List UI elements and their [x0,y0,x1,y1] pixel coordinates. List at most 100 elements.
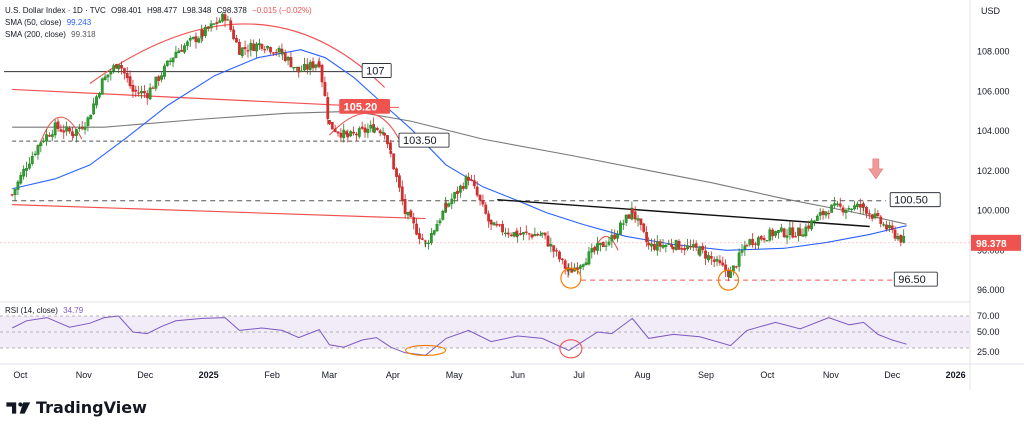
candle-body [698,246,702,256]
x-tick-label: Oct [13,370,28,380]
candle-body [19,175,23,184]
last-price-badge [971,234,1021,251]
candle-body [756,237,760,246]
candle-body [748,239,752,245]
candle-body [885,224,888,230]
candle-body [103,76,107,81]
candle-body [601,241,605,248]
candle-body [830,204,834,213]
candle-body [89,114,93,120]
candle-body [342,129,346,139]
candle-body [893,229,897,239]
candle-body [847,208,851,210]
candle-body [680,248,684,250]
candle-body [389,150,393,154]
sma50-label: SMA (50, close) [5,18,62,27]
rsi-tick-label: 25.00 [977,347,1000,357]
x-tick-label: 2026 [946,370,966,380]
candle-body [330,121,334,130]
sma50-legend: SMA (50, close) 99.243 [5,18,94,28]
candle-body [27,163,31,169]
x-tick-label: Sep [698,370,714,380]
candle-body [263,49,267,51]
last-price-text: 98.378 [976,239,1007,250]
candle-body [317,61,321,67]
candle-body [323,82,327,97]
candle-body [487,213,491,222]
candle-body [610,235,614,242]
candle-body [292,67,296,69]
candle-body [650,243,653,247]
x-tick-label: Nov [823,370,840,380]
candle-body [260,44,264,49]
candle-body [131,85,135,92]
candle-body [423,240,427,242]
candle-body [39,142,43,147]
candle-body [815,215,819,222]
candle-body [378,130,382,134]
candle-body [450,198,454,205]
candle-body [311,61,315,69]
candle-body [346,133,350,138]
candle-body [177,50,181,54]
candle-body [533,234,537,237]
candle-body [555,250,558,252]
open-value: O98.401 [111,6,142,15]
candle-body [266,46,270,49]
candle-body [470,179,473,181]
candle-body [865,206,868,214]
candle-body [504,232,507,234]
candle-body [754,243,757,245]
candle-body [206,26,210,29]
candle-body [373,127,376,133]
candle-body [495,223,499,226]
candle-body [821,210,825,215]
rsi-line [11,315,907,356]
candle-body [328,119,331,124]
tradingview-logo[interactable]: TradingView [6,398,147,417]
candle-body [686,245,689,250]
candle-body [137,92,141,94]
candle-body [896,236,900,240]
candle-body [683,247,687,251]
candle-body [712,259,716,262]
x-tick-label: Dec [137,370,154,380]
candle-body [827,212,831,215]
candle-body [360,126,364,129]
candle-body [667,243,671,245]
candle-body [286,56,290,61]
candle-body [540,232,544,235]
candle-body [467,176,470,181]
change-value: −0.015 (−0.02%) [252,6,312,15]
candle-body [232,29,236,39]
candle-body [745,245,749,247]
candle-body [850,208,854,210]
symbol-title: U.S. Dollar Index · 1D · TVC [5,6,106,15]
candle-body [339,132,343,138]
level-label-box [889,192,941,208]
candle-body [721,262,725,266]
candle-body [598,242,602,246]
candle-body [218,20,222,23]
price-chart[interactable]: USD96.00098.000100.000102.000104.000106.… [0,0,1024,390]
candle-body [447,203,451,207]
sma200-value: 99.318 [71,30,96,39]
candle-body [95,96,98,106]
candle-body [691,244,695,248]
candle-body [630,207,634,220]
candle-body [801,234,805,237]
candle-body [642,223,646,232]
candle-body [183,45,186,53]
x-tick-label: Jun [510,370,525,380]
candle-body [389,142,392,151]
candle-body [226,19,230,21]
candle-body [587,251,591,265]
candle-body [458,185,462,193]
candle-body [734,266,738,268]
candle-body [415,223,418,235]
candle-body [879,216,883,224]
candle-body [269,47,272,53]
candle-body [363,127,367,133]
candle-body [489,219,493,225]
candle-body [481,200,485,205]
